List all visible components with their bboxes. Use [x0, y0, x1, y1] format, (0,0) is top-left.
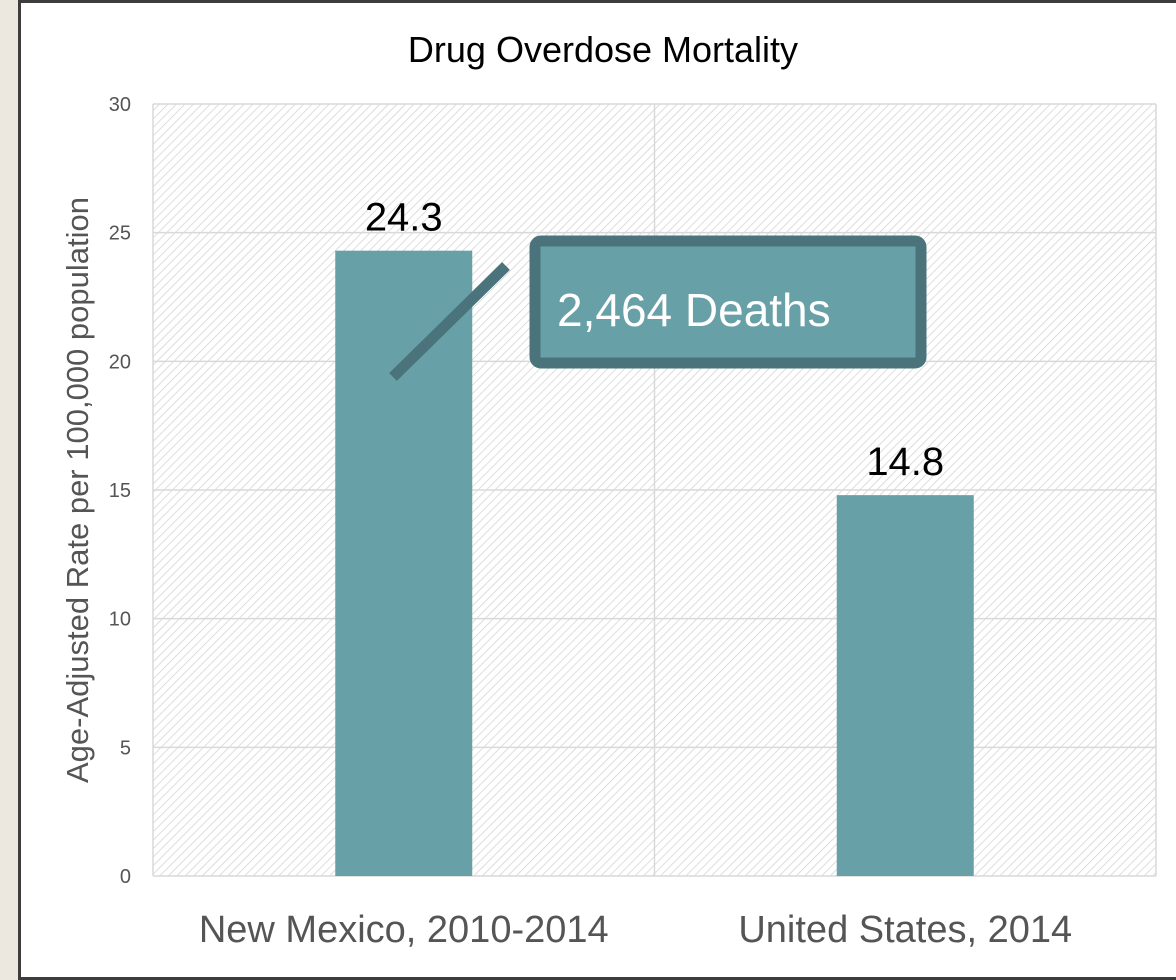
- x-tick-label: United States, 2014: [738, 909, 1072, 951]
- data-label: 14.8: [866, 440, 944, 484]
- callout-leader-line: [389, 262, 510, 381]
- y-axis-ticks: 0 5 10 15 20 25 30: [109, 94, 131, 888]
- y-tick-label: 0: [120, 866, 131, 888]
- gridlines: [152, 103, 1157, 877]
- y-tick-label: 10: [109, 609, 131, 631]
- y-tick-label: 25: [109, 223, 131, 245]
- x-axis-ticks: New Mexico, 2010-2014 United States, 2014: [199, 909, 1072, 951]
- data-label: 24.3: [365, 196, 443, 240]
- y-tick-label: 5: [120, 737, 131, 759]
- bar: [836, 495, 974, 876]
- x-tick-label: New Mexico, 2010-2014: [199, 909, 609, 951]
- y-tick-label: 20: [109, 351, 131, 373]
- callout-text: 2,464 Deaths: [557, 284, 831, 336]
- y-tick-label: 30: [109, 94, 131, 116]
- deaths-callout: 2,464 Deaths: [389, 235, 927, 381]
- y-tick-label: 15: [109, 480, 131, 502]
- chart-title: Drug Overdose Mortality: [408, 29, 798, 70]
- y-axis-label: Age-Adjusted Rate per 100,000 population: [60, 197, 95, 783]
- callout-box: [529, 235, 927, 369]
- data-labels: 24.3 14.8: [365, 196, 944, 484]
- bar: [335, 250, 473, 876]
- bars: [335, 250, 974, 876]
